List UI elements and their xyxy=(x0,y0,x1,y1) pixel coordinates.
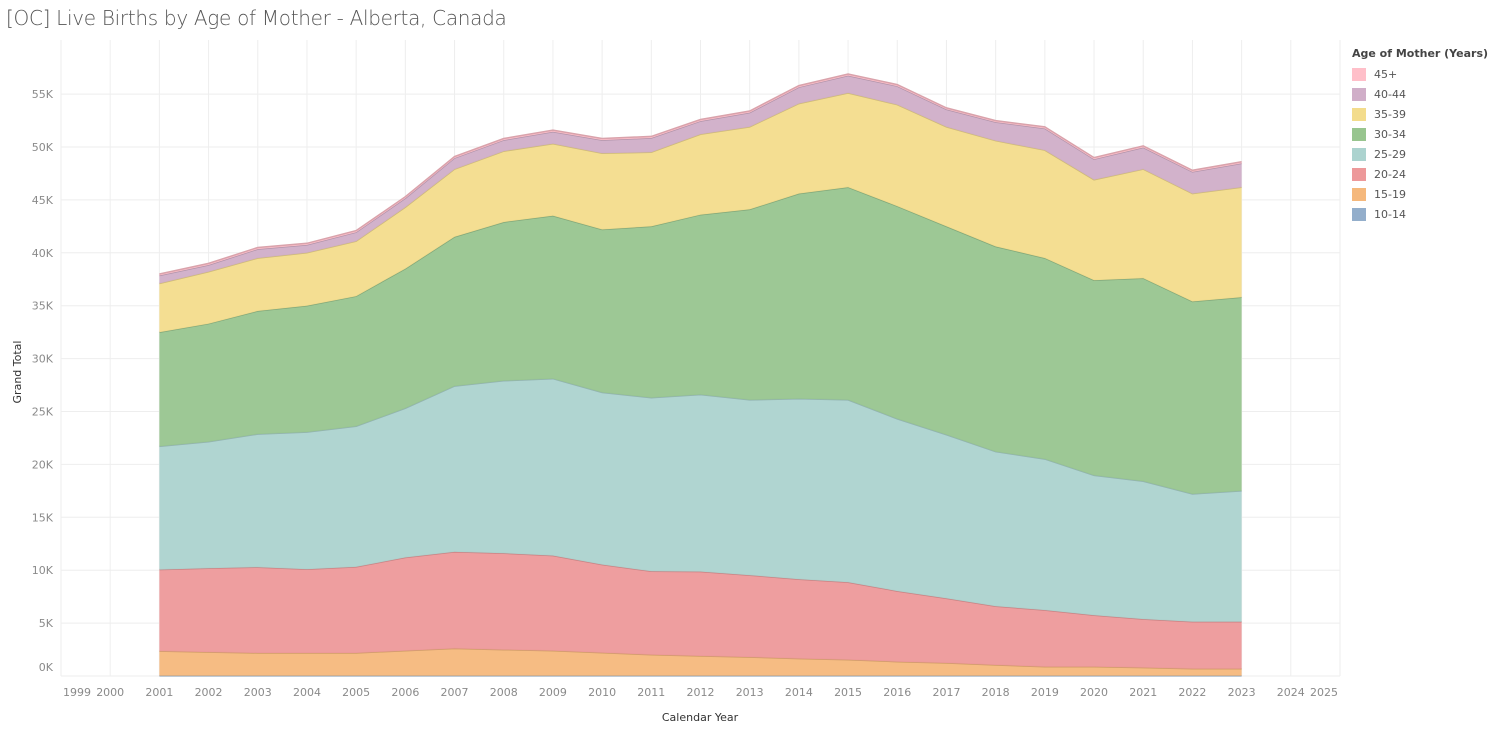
chart-title: [OC] Live Births by Age of Mother - Albe… xyxy=(6,6,507,30)
legend-item-30-34[interactable]: 30-34 xyxy=(1352,124,1488,144)
y-tick-label: 0K xyxy=(39,661,54,674)
x-tick-label: 2017 xyxy=(932,686,960,699)
legend-swatch xyxy=(1352,167,1366,181)
x-axis-title: Calendar Year xyxy=(662,711,739,724)
x-tick-label: 1999 xyxy=(63,686,91,699)
legend-item-15-19[interactable]: 15-19 xyxy=(1352,184,1488,204)
legend: Age of Mother (Years) 45+ 40-44 35-39 30-34… xyxy=(1352,47,1488,224)
area-25-29 xyxy=(159,378,1242,622)
x-tick-label: 2019 xyxy=(1031,686,1059,699)
legend-label: 30-34 xyxy=(1374,127,1406,141)
y-tick-label: 50K xyxy=(32,141,54,154)
legend-swatch xyxy=(1352,107,1366,121)
area-15-19 xyxy=(159,648,1242,676)
x-tick-label: 2001 xyxy=(145,686,173,699)
legend-swatch xyxy=(1352,207,1366,221)
legend-swatch xyxy=(1352,127,1366,141)
x-tick-label: 2023 xyxy=(1228,686,1256,699)
x-tick-label: 2006 xyxy=(391,686,419,699)
x-tick-label: 2009 xyxy=(539,686,567,699)
legend-swatch xyxy=(1352,67,1366,81)
legend-label: 15-19 xyxy=(1374,187,1406,201)
y-tick-label: 15K xyxy=(32,511,54,524)
legend-label: 10-14 xyxy=(1374,207,1406,221)
legend-item-45plus[interactable]: 45+ xyxy=(1352,64,1488,84)
x-tick-label: 2018 xyxy=(982,686,1010,699)
x-tick-label: 2024 xyxy=(1277,686,1305,699)
x-tick-label: 2011 xyxy=(637,686,665,699)
legend-item-20-24[interactable]: 20-24 xyxy=(1352,164,1488,184)
y-tick-label: 5K xyxy=(39,617,54,630)
legend-item-10-14[interactable]: 10-14 xyxy=(1352,204,1488,224)
y-tick-label: 40K xyxy=(32,247,54,260)
x-tick-label: 2015 xyxy=(834,686,862,699)
x-tick-label: 2025 xyxy=(1310,686,1338,699)
legend-label: 20-24 xyxy=(1374,167,1406,181)
y-tick-label: 45K xyxy=(32,194,54,207)
y-tick-label: 30K xyxy=(32,353,54,366)
x-tick-label: 2022 xyxy=(1178,686,1206,699)
area-35-39 xyxy=(159,93,1242,333)
legend-label: 35-39 xyxy=(1374,107,1406,121)
legend-item-25-29[interactable]: 25-29 xyxy=(1352,144,1488,164)
legend-swatch xyxy=(1352,87,1366,101)
area-30-34 xyxy=(159,187,1242,494)
x-tick-label: 2012 xyxy=(687,686,715,699)
x-tick-label: 2007 xyxy=(441,686,469,699)
legend-title: Age of Mother (Years) xyxy=(1352,47,1489,60)
y-tick-label: 25K xyxy=(32,406,54,419)
x-tick-label: 2014 xyxy=(785,686,813,699)
x-tick-label: 2003 xyxy=(244,686,272,699)
legend-label: 40-44 xyxy=(1374,87,1406,101)
y-tick-label: 35K xyxy=(32,300,54,313)
area-20-24 xyxy=(159,551,1242,669)
x-tick-label: 2004 xyxy=(293,686,321,699)
legend-item-35-39[interactable]: 35-39 xyxy=(1352,104,1488,124)
x-tick-label: 2016 xyxy=(883,686,911,699)
x-tick-label: 2010 xyxy=(588,686,616,699)
area-line-45plus xyxy=(159,73,1242,275)
y-tick-label: 10K xyxy=(32,564,54,577)
legend-label: 25-29 xyxy=(1374,147,1406,161)
x-tick-label: 2013 xyxy=(736,686,764,699)
y-tick-label: 20K xyxy=(32,458,54,471)
x-tick-label: 2005 xyxy=(342,686,370,699)
legend-swatch xyxy=(1352,147,1366,161)
x-tick-label: 2021 xyxy=(1129,686,1157,699)
legend-item-40-44[interactable]: 40-44 xyxy=(1352,84,1488,104)
x-tick-label: 2002 xyxy=(195,686,223,699)
x-tick-label: 2000 xyxy=(96,686,124,699)
x-tick-label: 2020 xyxy=(1080,686,1108,699)
x-tick-label: 2008 xyxy=(490,686,518,699)
legend-label: 45+ xyxy=(1374,67,1398,81)
area-40-44 xyxy=(159,75,1242,284)
y-axis-title: Grand Total xyxy=(11,341,24,404)
y-tick-label: 55K xyxy=(32,88,54,101)
legend-swatch xyxy=(1352,187,1366,201)
